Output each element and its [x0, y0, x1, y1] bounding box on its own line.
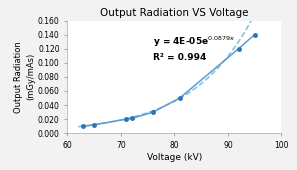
- Title: Output Radiation VS Voltage: Output Radiation VS Voltage: [100, 8, 249, 18]
- Y-axis label: Output Radiation
(mGy/mAs): Output Radiation (mGy/mAs): [14, 41, 35, 113]
- Text: y = 4E-05e$^{0.0879x}$: y = 4E-05e$^{0.0879x}$: [153, 35, 236, 49]
- Text: R² = 0.994: R² = 0.994: [153, 53, 206, 62]
- X-axis label: Voltage (kV): Voltage (kV): [147, 153, 202, 162]
